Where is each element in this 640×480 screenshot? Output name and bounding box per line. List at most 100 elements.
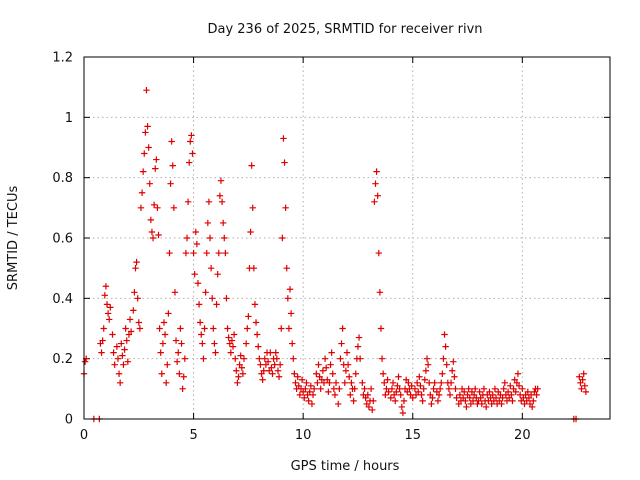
data-point <box>469 397 477 405</box>
data-point <box>492 394 500 402</box>
y-tick-label: 0.4 <box>52 292 73 307</box>
data-point <box>305 397 312 405</box>
data-point <box>242 340 250 347</box>
data-point <box>313 370 320 377</box>
data-point <box>130 307 137 314</box>
data-point <box>285 325 293 332</box>
data-point <box>472 385 479 393</box>
data-point <box>425 379 433 386</box>
data-point <box>109 331 116 338</box>
data-point <box>428 400 435 408</box>
data-point <box>194 280 202 287</box>
data-point <box>491 385 499 393</box>
data-point <box>418 391 425 399</box>
data-point <box>145 144 152 151</box>
data-point <box>378 355 386 362</box>
data-point <box>512 388 519 396</box>
chart-title: Day 236 of 2025, SRMTID for receiver riv… <box>207 22 482 37</box>
data-point <box>202 289 209 296</box>
data-point <box>287 310 295 317</box>
data-point <box>162 379 170 386</box>
data-point <box>214 271 221 278</box>
data-point <box>336 385 343 393</box>
data-point <box>279 234 286 242</box>
data-point <box>337 355 344 362</box>
data-point <box>245 313 252 320</box>
data-point <box>499 394 506 402</box>
data-point <box>461 388 468 396</box>
data-point <box>519 385 526 393</box>
data-point <box>103 301 111 308</box>
data-point <box>121 346 128 353</box>
data-point <box>338 340 345 347</box>
data-point <box>416 373 423 380</box>
data-point <box>222 249 229 257</box>
data-point <box>478 400 485 408</box>
data-point <box>195 301 203 308</box>
data-point <box>260 367 267 374</box>
data-point <box>154 204 161 212</box>
data-point <box>100 325 107 332</box>
y-tick-label: 1.2 <box>52 51 73 66</box>
data-point <box>515 382 523 390</box>
data-point <box>387 394 395 402</box>
data-point <box>261 355 269 362</box>
data-point <box>371 198 378 205</box>
data-point <box>436 385 444 393</box>
data-point <box>188 132 195 139</box>
data-point <box>524 388 532 396</box>
data-point <box>98 349 105 356</box>
data-point <box>199 340 206 347</box>
data-point <box>314 379 321 386</box>
data-point <box>133 258 140 266</box>
data-point <box>166 249 173 257</box>
data-point <box>269 370 276 377</box>
data-point <box>113 343 121 350</box>
data-point <box>289 340 296 347</box>
data-point <box>446 391 454 399</box>
data-point <box>382 391 389 399</box>
data-point <box>351 385 358 393</box>
data-point <box>196 319 204 326</box>
data-point <box>118 340 125 347</box>
data-point <box>476 388 483 396</box>
data-point <box>399 409 407 417</box>
data-point <box>354 343 362 350</box>
data-point <box>370 397 377 405</box>
data-point <box>307 382 315 390</box>
data-point <box>206 234 214 242</box>
data-point <box>296 391 304 399</box>
data-point <box>393 388 400 396</box>
data-point <box>253 331 261 338</box>
data-point <box>423 355 431 362</box>
data-point <box>256 355 263 362</box>
data-point <box>210 325 217 332</box>
data-point <box>348 379 355 386</box>
data-point <box>264 358 272 365</box>
data-point <box>498 400 505 408</box>
data-point <box>342 367 350 374</box>
data-point <box>298 376 306 383</box>
data-point <box>136 325 144 332</box>
data-point <box>164 361 171 368</box>
data-point <box>392 397 399 405</box>
data-point <box>114 355 122 362</box>
data-point <box>456 391 464 399</box>
data-point <box>228 337 236 344</box>
data-point <box>115 370 123 377</box>
data-point <box>215 249 222 257</box>
x-tick-label: 15 <box>404 428 421 443</box>
data-point <box>528 403 536 411</box>
y-tick-label: 0.2 <box>52 352 73 367</box>
data-point <box>186 159 193 166</box>
data-point <box>176 370 183 377</box>
data-point <box>315 361 322 368</box>
data-point <box>131 289 138 296</box>
data-point <box>205 198 213 205</box>
data-point <box>249 204 256 212</box>
data-point <box>424 361 432 368</box>
data-point <box>153 156 160 163</box>
data-point <box>275 373 283 380</box>
data-point <box>443 361 450 368</box>
